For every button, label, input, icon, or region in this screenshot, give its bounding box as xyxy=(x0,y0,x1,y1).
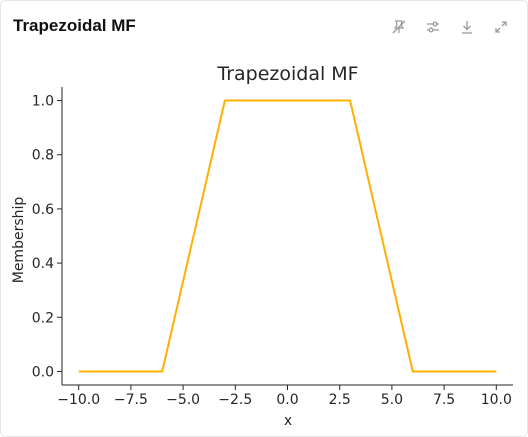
y-tick-label: 0.0 xyxy=(32,364,54,380)
x-tick-label: 7.5 xyxy=(433,392,455,408)
pin-icon[interactable] xyxy=(387,15,411,39)
ticks: −10.0 −7.5 −5.0 −2.5 0.0 2.5 5.0 7.5 10.0 0.0 0.2 0… xyxy=(32,94,512,408)
x-tick-label: −5.0 xyxy=(166,392,200,408)
x-tick-label: −7.5 xyxy=(114,392,148,408)
y-tick-label: 0.4 xyxy=(32,256,54,272)
x-tick-label: 0.0 xyxy=(276,392,298,408)
x-tick-label: 2.5 xyxy=(329,392,351,408)
series-line xyxy=(78,99,497,373)
x-tick-label: 10.0 xyxy=(481,392,512,408)
y-tick-label: 0.2 xyxy=(32,310,54,326)
series-lines xyxy=(78,99,497,373)
y-tick-label: 0.8 xyxy=(32,148,54,164)
download-icon[interactable] xyxy=(455,15,479,39)
x-tick-label: −2.5 xyxy=(218,392,252,408)
card-title: Trapezoidal MF xyxy=(13,16,136,35)
chart-toolbar xyxy=(387,15,513,39)
x-tick-label: −10.0 xyxy=(57,392,100,408)
y-tick-label: 0.6 xyxy=(32,202,54,218)
chart-title: Trapezoidal MF xyxy=(216,63,358,85)
x-axis-label: x xyxy=(284,413,292,429)
y-tick-label: 1.0 xyxy=(32,94,54,110)
settings-icon[interactable] xyxy=(421,15,445,39)
axes xyxy=(61,87,513,386)
expand-icon[interactable] xyxy=(489,15,513,39)
x-tick-label: 5.0 xyxy=(381,392,403,408)
y-axis-label: Membership xyxy=(11,197,27,284)
